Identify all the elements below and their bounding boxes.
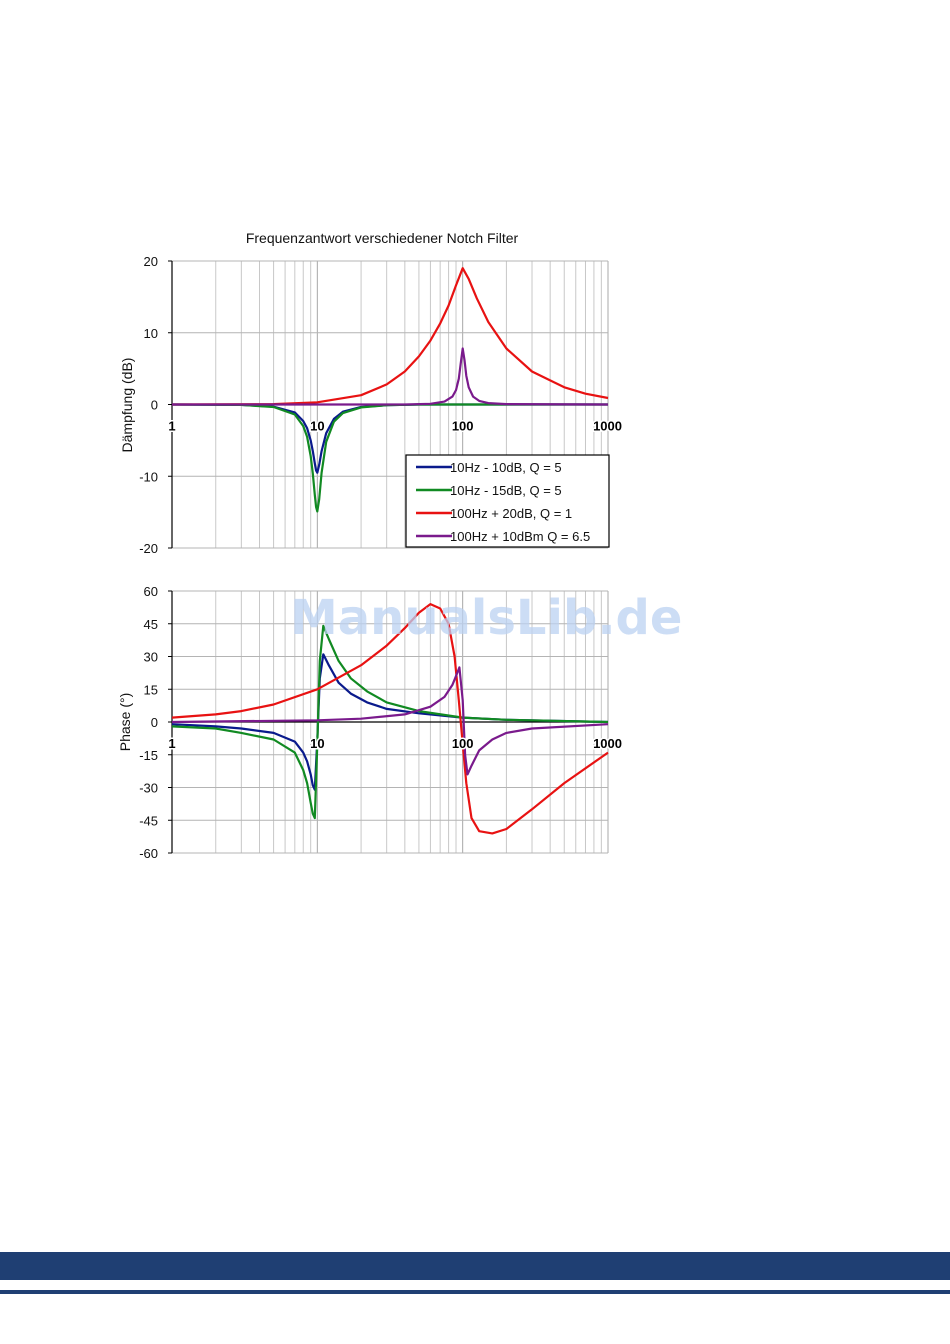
magnitude-y-axis-label: Dämpfung (dB)	[119, 358, 135, 453]
chart-title: Frequenzantwort verschiedener Notch Filt…	[246, 230, 519, 246]
x-tick-label: 1	[168, 736, 175, 751]
y-tick-label: -15	[139, 748, 158, 763]
series-line-3	[172, 347, 609, 406]
watermark: ManualsLib.de	[290, 590, 683, 646]
y-tick-label: 60	[144, 584, 158, 599]
phase-y-axis-label: Phase (°)	[117, 693, 133, 752]
y-tick-label: -30	[139, 781, 158, 796]
legend-label: 10Hz - 10dB, Q = 5	[450, 460, 562, 475]
legend-label: 10Hz - 15dB, Q = 5	[450, 483, 562, 498]
phase-plot: 60 45 30 15 0 -15 -30 -45 -60 1 10 100 1000	[139, 584, 623, 861]
y-tick-label: 0	[151, 715, 158, 730]
legend: 10Hz - 10dB, Q = 5 10Hz - 15dB, Q = 5 100H…	[405, 454, 610, 548]
x-tick-label: 10	[310, 419, 324, 434]
legend-label: 100Hz + 10dBm Q = 6.5	[450, 529, 590, 544]
legend-label: 100Hz + 20dB, Q = 1	[450, 506, 572, 521]
series-line-2	[171, 267, 609, 406]
series-line-1	[171, 403, 608, 513]
y-tick-label: 45	[144, 617, 158, 632]
y-tick-label: -20	[139, 541, 158, 556]
x-tick-label: 100	[452, 419, 474, 434]
x-tick-label: 1000	[593, 419, 622, 434]
y-tick-label: -60	[139, 846, 158, 861]
y-tick-label: 20	[144, 254, 158, 269]
y-tick-label: 0	[151, 398, 158, 413]
x-tick-label: 10	[310, 736, 324, 751]
x-tick-label: 100	[452, 736, 474, 751]
series-line-1	[171, 624, 609, 820]
y-tick-label: -10	[139, 469, 158, 484]
y-tick-label: 15	[144, 682, 158, 697]
x-tick-label: 1	[168, 419, 175, 434]
series-line-2	[171, 603, 609, 835]
footer-bar	[0, 1252, 950, 1280]
y-tick-label: 30	[144, 650, 158, 665]
y-tick-label: 10	[144, 326, 158, 341]
footer-line	[0, 1290, 950, 1294]
series-line-3	[171, 666, 609, 776]
y-tick-label: -45	[139, 813, 158, 828]
x-tick-label: 1000	[593, 736, 622, 751]
legend-box	[405, 454, 610, 548]
